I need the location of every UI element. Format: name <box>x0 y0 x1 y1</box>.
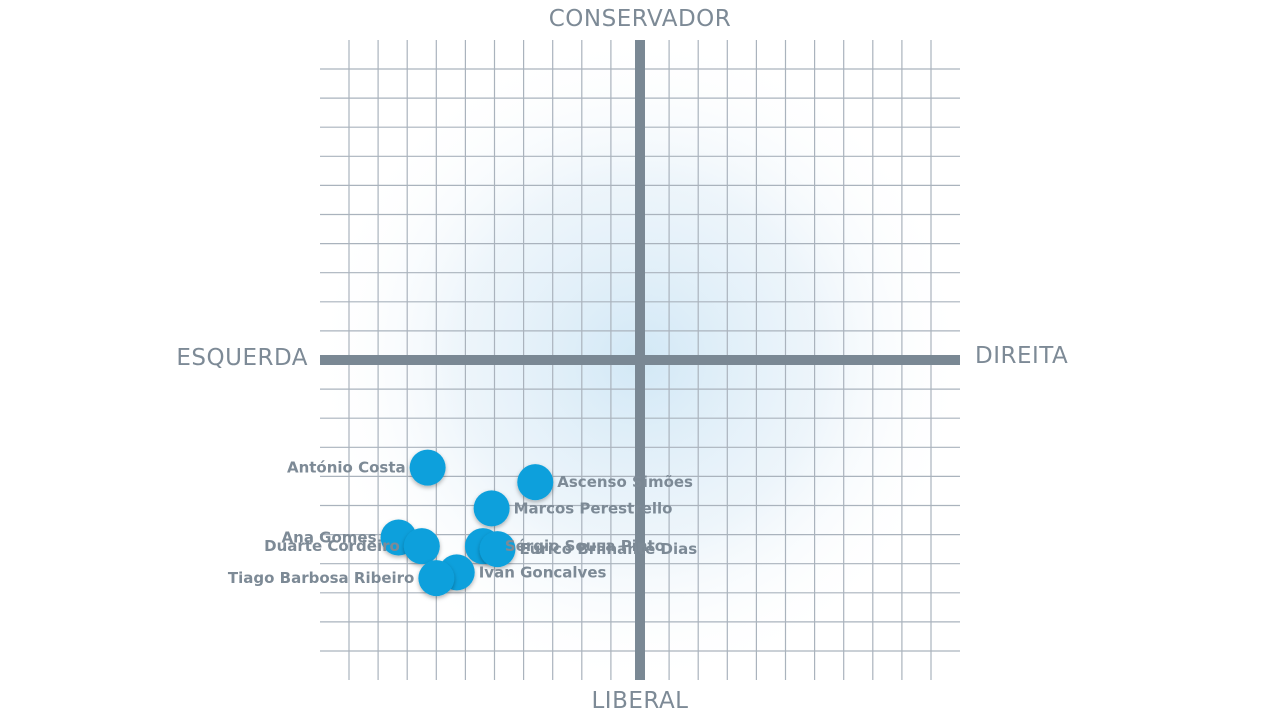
axis-label-bottom: LIBERAL <box>591 688 689 714</box>
data-point[interactable] <box>517 464 554 501</box>
point-label: Marcos Perestrello <box>514 499 673 517</box>
axis-label-top: CONSERVADOR <box>548 6 732 32</box>
point-label: António Costa <box>287 459 406 477</box>
point-label: Tiago Barbosa Ribeiro <box>228 569 414 587</box>
axis-label-right: DIREITA <box>975 343 1069 369</box>
data-point[interactable] <box>473 490 510 527</box>
data-point[interactable] <box>479 531 516 568</box>
point-label: Eurico Brilhante Dias <box>519 540 697 558</box>
point-label: Ascenso Simões <box>557 473 693 491</box>
axis-label-left: ESQUERDA <box>176 345 308 371</box>
data-point[interactable] <box>418 560 455 597</box>
data-point[interactable] <box>409 449 446 486</box>
point-label: Ivan Goncalves <box>479 563 607 581</box>
point-label: Duarte Cordeiro <box>264 537 400 555</box>
point-label: Ana Gomes <box>282 528 377 546</box>
point-label: Sérgio Sousa Pinto <box>505 537 665 555</box>
data-point[interactable] <box>403 528 440 565</box>
